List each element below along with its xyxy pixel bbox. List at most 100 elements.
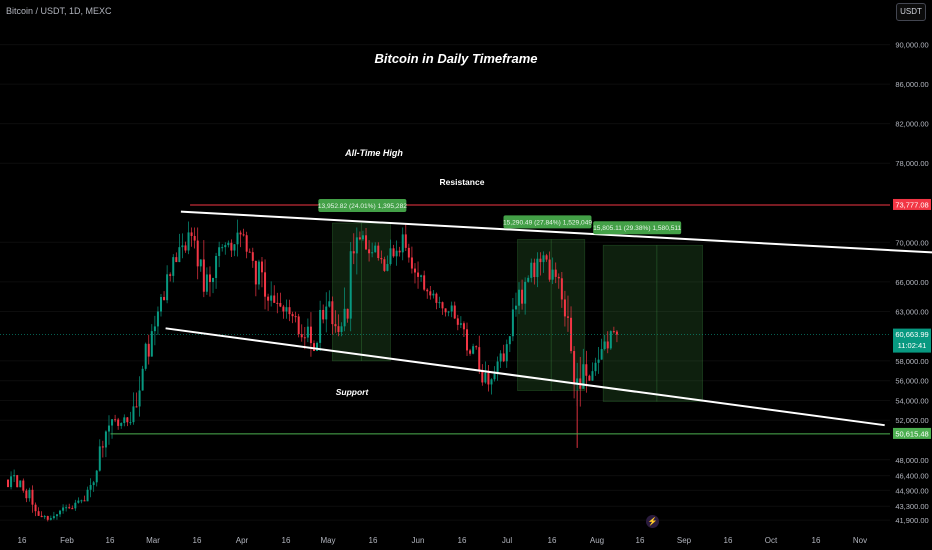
y-tick-label: 70,000.00 — [895, 238, 928, 247]
symbol-info[interactable]: Bitcoin / USDT, 1D, MEXC — [6, 6, 112, 16]
candle-body — [417, 272, 420, 277]
candle-body — [187, 232, 190, 251]
measure-box — [332, 222, 391, 362]
y-tick-label: 41,900.00 — [895, 516, 928, 525]
candle-body — [7, 479, 9, 488]
candle-body — [591, 371, 594, 381]
measure-label-text: 13,952.82 (24.01%) 1,395,282 — [318, 203, 407, 210]
resistance-trendline — [180, 210, 932, 254]
candle-body — [340, 326, 343, 332]
candle-body — [380, 258, 383, 260]
candle-body — [218, 247, 221, 256]
candle-body — [224, 245, 227, 248]
chart-labels: 13,952.82 (24.01%) 1,395,282 15,290.49 (2… — [318, 51, 682, 397]
candle-body — [469, 350, 472, 354]
candle-body — [490, 379, 493, 385]
candle-body — [563, 299, 566, 317]
candle-body — [19, 480, 22, 488]
candle-body — [499, 353, 502, 362]
candle-body — [459, 323, 462, 325]
candle-body — [456, 318, 459, 325]
candle-body — [493, 373, 496, 380]
candle-body — [276, 302, 279, 304]
candle-body — [71, 508, 74, 510]
y-tick-label: 58,000.00 — [895, 357, 928, 366]
candle-body — [361, 235, 364, 240]
candle-body — [322, 309, 325, 320]
candle-body — [135, 406, 138, 408]
candle-body — [297, 316, 300, 335]
candle-body — [282, 306, 285, 312]
candle-body — [49, 518, 52, 520]
candle-body — [609, 331, 612, 349]
candle-body — [328, 301, 331, 307]
measure-label-bg — [503, 215, 592, 229]
candle-body — [270, 295, 273, 301]
lightning-icon[interactable]: ⚡ — [646, 515, 659, 528]
measure-box — [602, 244, 703, 402]
x-tick-label: 16 — [18, 536, 27, 545]
candle-body — [521, 289, 524, 304]
candle-body — [95, 470, 98, 483]
candle-body — [86, 489, 89, 502]
chart-grid — [0, 44, 890, 521]
candle-body — [273, 295, 276, 303]
candle-body — [215, 255, 218, 278]
chart-title: Bitcoin in Daily Timeframe — [374, 51, 537, 66]
candle-body — [502, 353, 505, 362]
candle-body — [423, 275, 426, 290]
candle-body — [141, 368, 144, 391]
candle-body — [557, 276, 560, 279]
currency-button[interactable]: USDT — [896, 3, 926, 21]
y-tick-label: 44,900.00 — [895, 486, 928, 495]
candle-body — [487, 372, 490, 385]
candle-body — [230, 242, 233, 251]
candle-body — [233, 244, 236, 251]
candle-body — [444, 308, 447, 313]
candle-body — [132, 406, 135, 423]
candle-body — [358, 237, 361, 240]
candle-body — [527, 277, 530, 282]
support-annotation: Support — [336, 387, 370, 397]
candle-body — [395, 250, 398, 257]
candle-body — [404, 234, 407, 248]
y-tick-label: 48,000.00 — [895, 456, 928, 465]
candle-body — [570, 317, 573, 352]
candle-body — [16, 475, 19, 488]
candle-body — [65, 507, 68, 509]
candle-body — [588, 375, 591, 381]
candle-body — [481, 370, 484, 383]
candle-body — [331, 301, 334, 325]
candle-body — [554, 269, 557, 277]
candle-body — [129, 422, 132, 424]
candle-body — [337, 326, 340, 332]
y-tick-label: 86,000.00 — [895, 80, 928, 89]
candle-body — [178, 247, 181, 263]
candle-body — [40, 515, 43, 518]
candle-body — [429, 291, 432, 296]
candle-body — [202, 259, 205, 292]
x-tick-label: 16 — [724, 536, 733, 545]
candle-body — [156, 311, 159, 327]
candle-body — [413, 268, 416, 273]
candle-body — [68, 507, 71, 509]
candle-body — [212, 277, 215, 283]
candle-body — [539, 258, 542, 263]
candle-body — [450, 305, 453, 312]
candle-body — [294, 316, 297, 318]
candle-body — [355, 237, 358, 254]
candle-body — [59, 510, 62, 515]
candle-body — [536, 258, 539, 278]
x-tick-label: Jul — [502, 536, 512, 545]
candle-body — [511, 309, 514, 337]
candle-body — [227, 242, 230, 246]
y-tick-label: 66,000.00 — [895, 278, 928, 287]
y-tick-label: 54,000.00 — [895, 396, 928, 405]
candle-body — [160, 296, 162, 312]
candle-body — [43, 516, 46, 518]
candle-body — [267, 296, 270, 301]
candle-body — [166, 274, 169, 301]
candle-body — [107, 425, 110, 432]
candle-body — [441, 302, 444, 309]
